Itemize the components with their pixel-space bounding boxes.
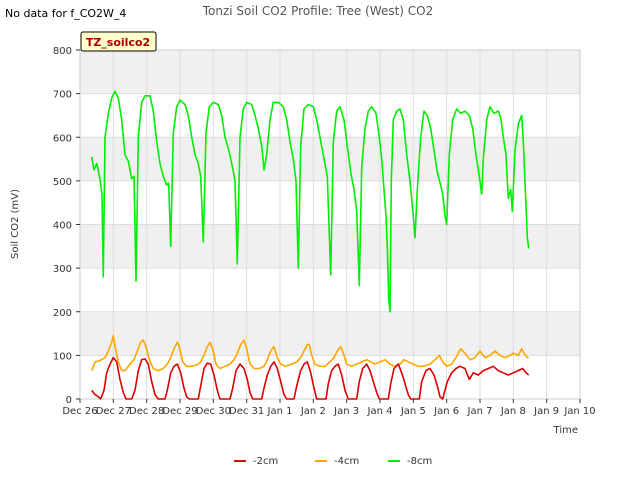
legend-box-label: TZ_soilco2 bbox=[86, 36, 150, 49]
x-axis-label: Time bbox=[553, 425, 578, 436]
legend-label: -2cm bbox=[253, 456, 278, 467]
x-tick-label: Jan 7 bbox=[467, 406, 493, 417]
x-tick-label: Jan 2 bbox=[300, 406, 326, 417]
x-tick-label: Jan 4 bbox=[367, 406, 393, 417]
y-tick-label: 500 bbox=[53, 177, 72, 188]
plot-band bbox=[80, 50, 580, 94]
legend-label: -4cm bbox=[334, 456, 359, 467]
y-axis-label: Soil CO2 (mV) bbox=[10, 189, 21, 259]
y-tick-label: 700 bbox=[53, 90, 72, 101]
x-tick-label: Jan 5 bbox=[400, 406, 426, 417]
y-tick-label: 800 bbox=[53, 46, 72, 57]
y-tick-label: 100 bbox=[53, 351, 72, 362]
x-tick-label: Dec 28 bbox=[129, 406, 164, 417]
series-line-4cmcm bbox=[90, 334, 529, 372]
x-tick-label: Dec 26 bbox=[62, 406, 97, 417]
x-tick-label: Jan 3 bbox=[333, 406, 359, 417]
legend-label: -8cm bbox=[407, 456, 432, 467]
x-tick-label: Jan 10 bbox=[563, 406, 595, 417]
legend: -2cm -4cm -8cm bbox=[234, 456, 432, 467]
y-tick-label: 300 bbox=[53, 264, 72, 275]
x-tick-label: Jan 6 bbox=[433, 406, 459, 417]
plot-band bbox=[80, 93, 580, 138]
series-lines bbox=[90, 90, 530, 400]
x-tick-label: Jan 8 bbox=[500, 406, 526, 417]
y-axis: 0 100 200 300 400 500 600 700 800 bbox=[53, 46, 80, 406]
x-tick-label: Jan 1 bbox=[267, 406, 293, 417]
plot-band bbox=[80, 311, 580, 356]
x-tick-label: Dec 29 bbox=[162, 406, 197, 417]
y-tick-label: 400 bbox=[53, 221, 72, 232]
x-tick-label: Dec 27 bbox=[96, 406, 131, 417]
series-line-8cmcm bbox=[90, 90, 530, 313]
plot-band bbox=[80, 180, 580, 225]
y-tick-label: 200 bbox=[53, 308, 72, 319]
y-tick-label: 0 bbox=[66, 395, 72, 406]
y-tick-label: 600 bbox=[53, 133, 72, 144]
series-line-2cmcm bbox=[91, 356, 530, 400]
chart-title: Tonzi Soil CO2 Profile: Tree (West) CO2 bbox=[202, 4, 434, 18]
no-data-note: No data for f_CO2W_4 bbox=[5, 7, 127, 20]
x-tick-label: Dec 30 bbox=[196, 406, 231, 417]
legend-box-bg bbox=[80, 31, 157, 52]
x-tick-label: Jan 9 bbox=[533, 406, 559, 417]
plot-band bbox=[80, 268, 580, 312]
legend-box: TZ_soilco2 bbox=[80, 31, 157, 52]
x-tick-label: Dec 31 bbox=[229, 406, 264, 417]
